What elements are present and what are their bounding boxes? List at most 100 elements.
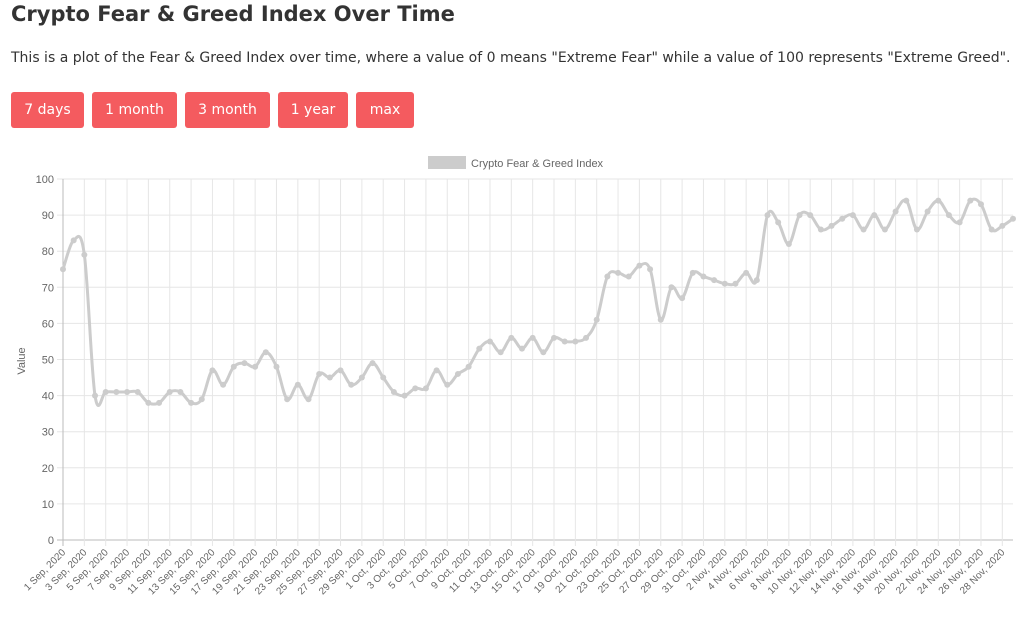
data-point[interactable] [679,295,686,302]
data-point[interactable] [156,399,163,406]
range-1-month-button[interactable]: 1 month [92,92,177,128]
data-point[interactable] [572,338,579,345]
data-point[interactable] [390,388,397,395]
data-point[interactable] [753,277,760,284]
data-point[interactable] [711,277,718,284]
data-point[interactable] [294,381,301,388]
data-point[interactable] [743,269,750,276]
data-point[interactable] [454,370,461,377]
data-point[interactable] [465,363,472,370]
data-point[interactable] [945,212,952,219]
data-point[interactable] [124,388,131,395]
data-point[interactable] [999,222,1006,229]
data-point[interactable] [775,219,782,226]
data-point[interactable] [92,392,99,399]
data-point[interactable] [1010,215,1016,222]
data-point[interactable] [860,226,867,233]
data-point[interactable] [593,316,600,323]
data-point[interactable] [732,280,739,287]
data-point[interactable] [700,273,707,280]
data-point[interactable] [444,381,451,388]
data-point[interactable] [913,226,920,233]
data-point[interactable] [988,226,995,233]
data-point[interactable] [209,367,216,374]
data-point[interactable] [401,392,408,399]
data-point[interactable] [60,266,66,273]
data-point[interactable] [220,381,227,388]
fear-greed-chart: Crypto Fear & Greed Index 0 10 20 30 40 50 60 7… [16,156,1016,597]
data-point[interactable] [252,363,259,370]
chart-legend[interactable]: Crypto Fear & Greed Index [428,156,604,170]
data-point[interactable] [284,396,291,403]
data-point[interactable] [636,262,643,269]
data-point[interactable] [540,349,547,356]
data-point[interactable] [508,334,515,341]
data-point[interactable] [380,374,387,381]
data-point[interactable] [70,237,77,244]
data-point[interactable] [615,269,622,276]
data-point[interactable] [348,381,355,388]
data-point[interactable] [102,388,109,395]
data-point[interactable] [230,363,237,370]
data-point[interactable] [497,349,504,356]
data-point[interactable] [807,212,814,219]
data-point[interactable] [668,284,675,291]
data-point[interactable] [689,269,696,276]
data-point[interactable] [113,388,120,395]
range-3-month-button[interactable]: 3 month [185,92,270,128]
data-point[interactable] [657,316,664,323]
data-point[interactable] [785,240,792,247]
data-point[interactable] [817,226,824,233]
series-line [61,197,1014,407]
data-point[interactable] [518,345,525,352]
data-point[interactable] [305,396,312,403]
data-point[interactable] [145,399,152,406]
data-point[interactable] [316,370,323,377]
data-point[interactable] [198,396,205,403]
range-max-button[interactable]: max [356,92,414,128]
range-1-year-button[interactable]: 1 year [278,92,348,128]
data-point[interactable] [935,197,942,204]
data-point[interactable] [977,201,984,208]
data-point[interactable] [241,360,248,367]
data-point[interactable] [433,367,440,374]
data-point[interactable] [892,208,899,215]
data-point[interactable] [647,266,654,273]
data-point[interactable] [81,251,88,258]
data-point[interactable] [828,222,835,229]
data-point[interactable] [561,338,568,345]
data-point[interactable] [188,399,195,406]
data-point[interactable] [529,334,536,341]
data-point[interactable] [849,212,856,219]
data-point[interactable] [134,388,141,395]
data-point[interactable] [177,388,184,395]
data-point[interactable] [604,273,611,280]
data-point[interactable] [358,374,365,381]
data-point[interactable] [337,367,344,374]
data-point[interactable] [625,273,632,280]
y-tick-label: 10 [42,499,54,511]
data-point[interactable] [486,338,493,345]
data-point[interactable] [476,345,483,352]
data-point[interactable] [839,215,846,222]
data-point[interactable] [326,374,333,381]
data-point[interactable] [764,212,771,219]
data-point[interactable] [881,226,888,233]
data-point[interactable] [273,363,280,370]
data-point[interactable] [551,334,558,341]
data-point[interactable] [796,212,803,219]
data-point[interactable] [166,388,173,395]
data-point[interactable] [412,385,419,392]
data-point[interactable] [583,334,590,341]
data-point[interactable] [262,349,269,356]
data-point[interactable] [903,197,910,204]
range-7-days-button[interactable]: 7 days [11,92,84,128]
data-point[interactable] [967,197,974,204]
data-point[interactable] [956,219,963,226]
data-point[interactable] [871,212,878,219]
data-point[interactable] [924,208,931,215]
data-point[interactable] [369,360,376,367]
data-point[interactable] [721,280,728,287]
data-point[interactable] [422,385,429,392]
